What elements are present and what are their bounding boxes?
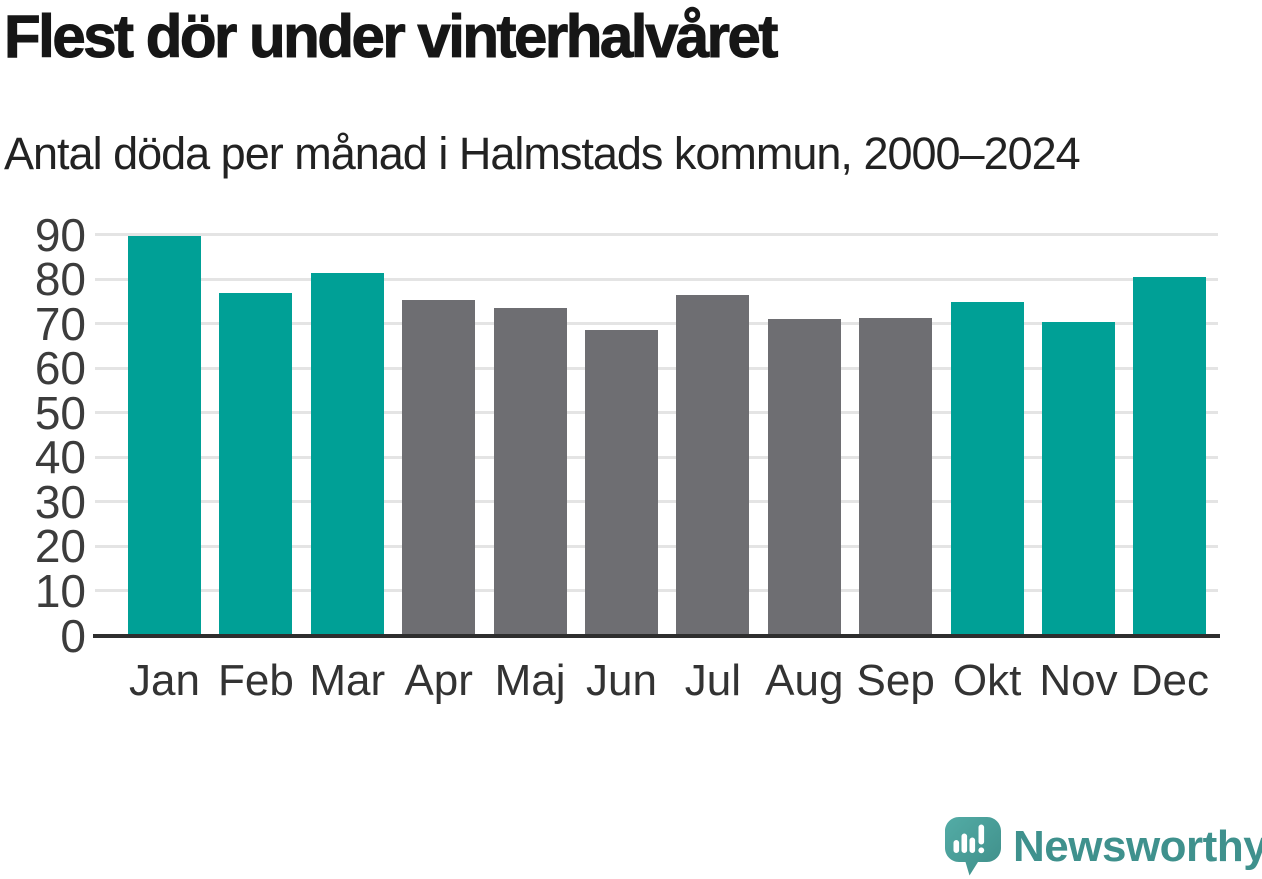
x-tick-label-dec: Dec bbox=[1130, 656, 1210, 705]
x-tick-label-sep: Sep bbox=[856, 656, 935, 705]
chart-title: Flest dör under vinterhalvåret bbox=[4, 3, 779, 71]
x-tick-label-nov: Nov bbox=[1039, 656, 1118, 705]
x-tick-label-mar: Mar bbox=[309, 656, 386, 705]
x-tick-label-feb: Feb bbox=[217, 656, 294, 705]
bar-aug bbox=[767, 319, 841, 637]
y-tick-label-80: 80 bbox=[34, 253, 86, 306]
y-tick-label-0: 0 bbox=[60, 609, 86, 662]
x-tick-label-apr: Apr bbox=[404, 656, 473, 705]
newsworthy-bubble-icon bbox=[945, 817, 1001, 876]
y-tick-label-30: 30 bbox=[34, 475, 86, 528]
y-tick-label-70: 70 bbox=[34, 297, 86, 350]
bar-jun bbox=[585, 330, 658, 637]
bar-nov bbox=[1042, 322, 1115, 637]
y-tick-label-50: 50 bbox=[34, 386, 86, 439]
gridline-80 bbox=[95, 277, 1218, 281]
newsworthy-brand-name: Newsworthy bbox=[1013, 822, 1262, 871]
bar-jan bbox=[128, 235, 201, 637]
x-axis-line bbox=[93, 633, 1220, 638]
newsworthy-logo: Newsworthy bbox=[945, 815, 1262, 877]
bar-feb bbox=[219, 292, 293, 637]
bar-apr bbox=[402, 300, 476, 637]
bar-maj bbox=[493, 308, 567, 637]
bar-sep bbox=[859, 318, 933, 637]
bar-dec bbox=[1133, 277, 1207, 637]
y-tick-label-90: 90 bbox=[34, 208, 86, 261]
y-tick-label-40: 40 bbox=[34, 431, 86, 484]
bar-mar bbox=[310, 272, 384, 637]
bar-okt bbox=[950, 301, 1024, 637]
x-tick-label-jan: Jan bbox=[129, 656, 200, 705]
x-tick-label-jul: Jul bbox=[684, 656, 742, 705]
x-tick-label-aug: Aug bbox=[765, 656, 844, 705]
x-tick-label-jun: Jun bbox=[586, 656, 657, 705]
y-tick-label-60: 60 bbox=[34, 342, 86, 395]
x-tick-label-okt: Okt bbox=[952, 656, 1022, 705]
bar-jul bbox=[676, 294, 750, 637]
mini-bar-chart-exclamation-glyph bbox=[953, 824, 985, 854]
chart-subtitle: Antal döda per månad i Halmstads kommun,… bbox=[4, 128, 1081, 179]
gridline-90 bbox=[95, 233, 1218, 237]
x-tick-label-maj: Maj bbox=[494, 656, 566, 705]
gridline-70 bbox=[95, 322, 1218, 326]
y-tick-label-20: 20 bbox=[34, 520, 86, 573]
y-tick-label-10: 10 bbox=[34, 564, 86, 617]
